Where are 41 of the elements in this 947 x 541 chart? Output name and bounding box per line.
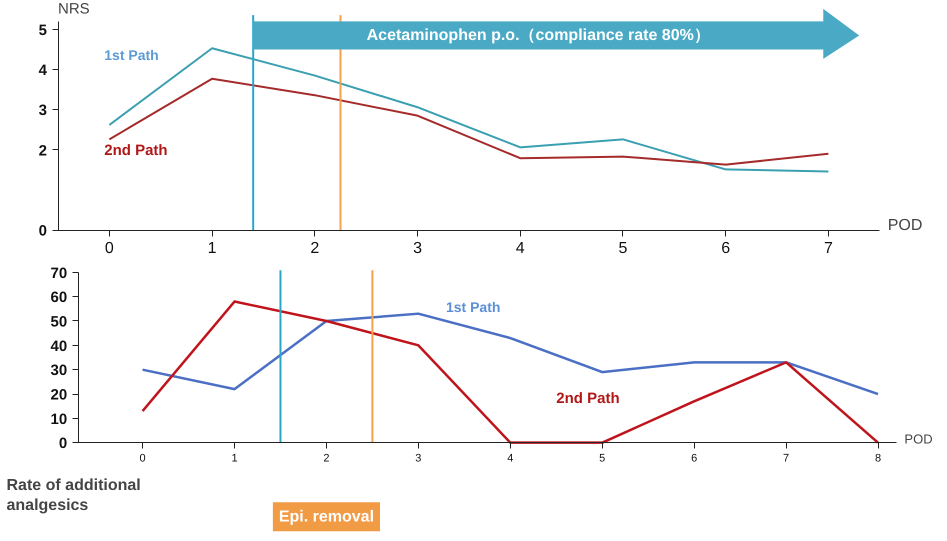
x-tick-label: 6 xyxy=(691,452,698,465)
y-tick-label: 4 xyxy=(38,62,48,80)
x-tick-label: 1 xyxy=(231,452,238,465)
y-axis-title: Rate of additional analgesics xyxy=(6,476,141,514)
series-label: 1st Path xyxy=(104,47,159,64)
line-series xyxy=(141,300,880,444)
x-tick-label: 8 xyxy=(874,452,882,465)
x-tick-label: 4 xyxy=(507,452,514,465)
y-tick-label: 5 xyxy=(38,22,48,39)
x-axis-title: POD xyxy=(904,432,933,447)
y-tick-label: 3 xyxy=(38,102,48,120)
y-tick-label: 30 xyxy=(50,362,68,380)
text: Epi. removal xyxy=(278,508,374,526)
y-axis-title: NRS xyxy=(58,0,90,18)
y-tick-label: 60 xyxy=(50,289,68,306)
y-tick-label: 10 xyxy=(50,410,68,428)
x-tick-label: 5 xyxy=(599,452,606,465)
x-tick-label: 3 xyxy=(413,240,422,258)
series-label: 1st Path xyxy=(446,298,500,315)
series-label: 2nd Path xyxy=(104,142,168,160)
x-tick-label: 7 xyxy=(824,240,833,258)
x-tick-label: 0 xyxy=(104,240,114,258)
x-tick-label: 2 xyxy=(323,452,330,465)
y-tick-label: 50 xyxy=(50,313,68,330)
x-tick-label: 2 xyxy=(310,240,320,258)
y-tick-label: 0 xyxy=(38,222,48,240)
x-tick-label: 7 xyxy=(783,452,790,465)
y-tick-label: 0 xyxy=(58,435,68,452)
y-tick-label: 20 xyxy=(50,386,68,404)
y-tick-label: 2 xyxy=(38,142,48,160)
annotation: Acetaminophen p.o.（compliance rate 80%） xyxy=(366,26,710,44)
x-tick-label: 6 xyxy=(721,240,730,258)
y-tick-label: 70 xyxy=(50,264,68,282)
x-axis-title: POD xyxy=(888,217,922,234)
x-tick-label: 3 xyxy=(415,452,422,465)
x-tick-label: 0 xyxy=(140,452,146,465)
x-tick-label: 4 xyxy=(516,240,525,258)
y-tick-label: 40 xyxy=(50,338,68,355)
x-tick-label: 1 xyxy=(208,240,217,258)
x-tick-label: 5 xyxy=(618,240,628,258)
series-label: 2nd Path xyxy=(556,390,620,407)
